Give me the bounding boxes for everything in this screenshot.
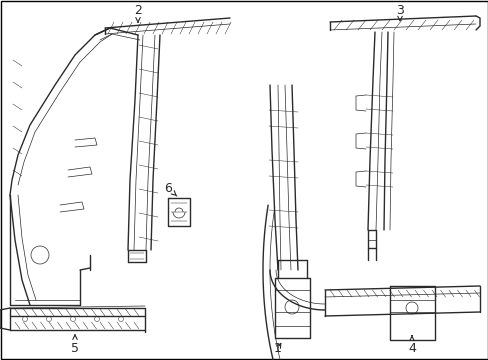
- Text: 1: 1: [273, 342, 282, 355]
- Text: 6: 6: [164, 181, 177, 196]
- Text: 3: 3: [395, 4, 403, 21]
- Text: 5: 5: [71, 335, 79, 355]
- Text: 4: 4: [407, 336, 415, 355]
- Text: 2: 2: [134, 4, 142, 22]
